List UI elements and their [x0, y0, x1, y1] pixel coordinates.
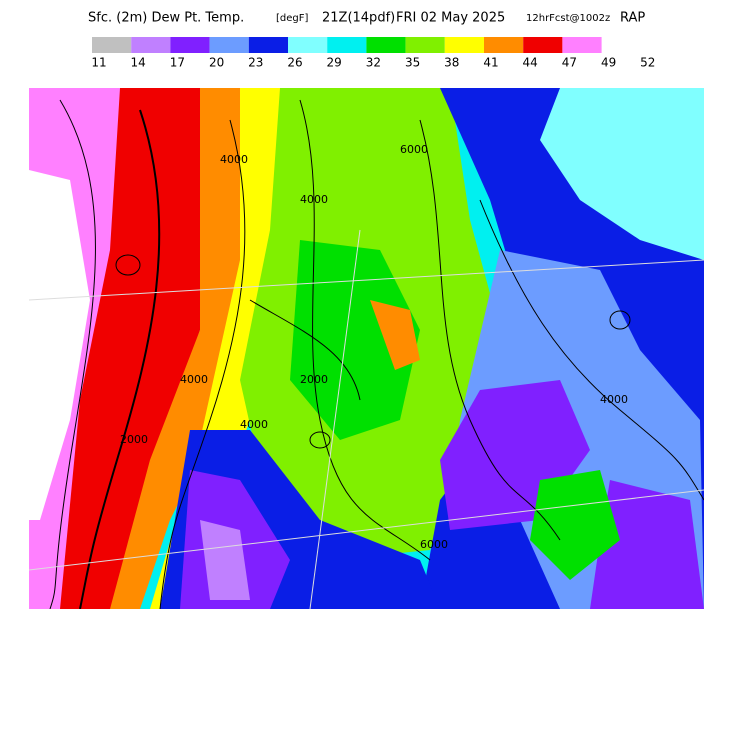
colorbar-tick-label: 29 [327, 56, 342, 70]
colorbar-tick-label: 52 [640, 56, 655, 70]
title-model: RAP [620, 11, 645, 26]
title-forecast: 12hrFcst@1002z [526, 13, 610, 24]
region-orange-2 [370, 300, 420, 370]
title-units: [degF] [276, 13, 309, 24]
map: 4000 2000 4000 2000 6000 4000 6000 4000 … [29, 88, 704, 609]
colorbar-tick-label: 49 [601, 56, 616, 70]
title-valid: 21Z(14pdf) [322, 11, 395, 26]
colorbar-swatch [523, 37, 563, 53]
contour-label: 2000 [120, 433, 148, 446]
colorbar-tick-label: 17 [170, 56, 185, 70]
colorbar-tick-label: 14 [131, 56, 146, 70]
colorbar-swatch [444, 37, 484, 53]
colorbar-swatch [366, 37, 406, 53]
region-lavender [200, 520, 250, 600]
colorbar-swatch [405, 37, 445, 53]
contour-label: 4000 [220, 153, 248, 166]
colorbar-tick-label: 47 [562, 56, 577, 70]
colorbar-tick-label: 20 [209, 56, 224, 70]
contour-label: 6000 [400, 143, 428, 156]
colorbar-tick-label: 44 [523, 56, 538, 70]
colorbar-swatch [327, 37, 367, 53]
colorbar-swatch [170, 37, 210, 53]
region-lightcyan [540, 88, 704, 260]
colorbar-swatch [288, 37, 328, 53]
colorbar: 11 14 17 20 23 26 29 32 35 38 41 44 47 49 52 [91, 37, 655, 70]
region-purple-2 [590, 480, 704, 609]
contour-label: 4000 [180, 373, 208, 386]
colorbar-swatch [562, 37, 602, 53]
colorbar-tick-label: 38 [444, 56, 459, 70]
border-line [29, 259, 704, 301]
border-line [29, 489, 704, 571]
contour-label: 4000 [240, 418, 268, 431]
title-field: Sfc. (2m) Dew Pt. Temp. [88, 11, 244, 26]
colorbar-tick-label: 11 [91, 56, 106, 70]
region-green [290, 240, 420, 440]
colorbar-swatch [209, 37, 249, 53]
region-green-2 [530, 470, 620, 580]
colorbar-swatch [92, 37, 132, 53]
region-white [29, 170, 90, 520]
colorbar-tick-label: 23 [248, 56, 263, 70]
colorbar-swatch [484, 37, 524, 53]
contour-label: 4000 [600, 393, 628, 406]
colorbar-tick-label: 41 [483, 56, 498, 70]
colorbar-tick-label: 35 [405, 56, 420, 70]
colorbar-tick-label: 26 [287, 56, 302, 70]
contour-label: 2000 [300, 373, 328, 386]
colorbar-tick-label: 32 [366, 56, 381, 70]
colorbar-swatch [248, 37, 288, 53]
contour-label: 4000 [300, 193, 328, 206]
border-line [309, 229, 361, 609]
title-date: FRI 02 May 2025 [396, 11, 505, 26]
colorbar-swatch [131, 37, 171, 53]
contour-label: 6000 [420, 538, 448, 551]
